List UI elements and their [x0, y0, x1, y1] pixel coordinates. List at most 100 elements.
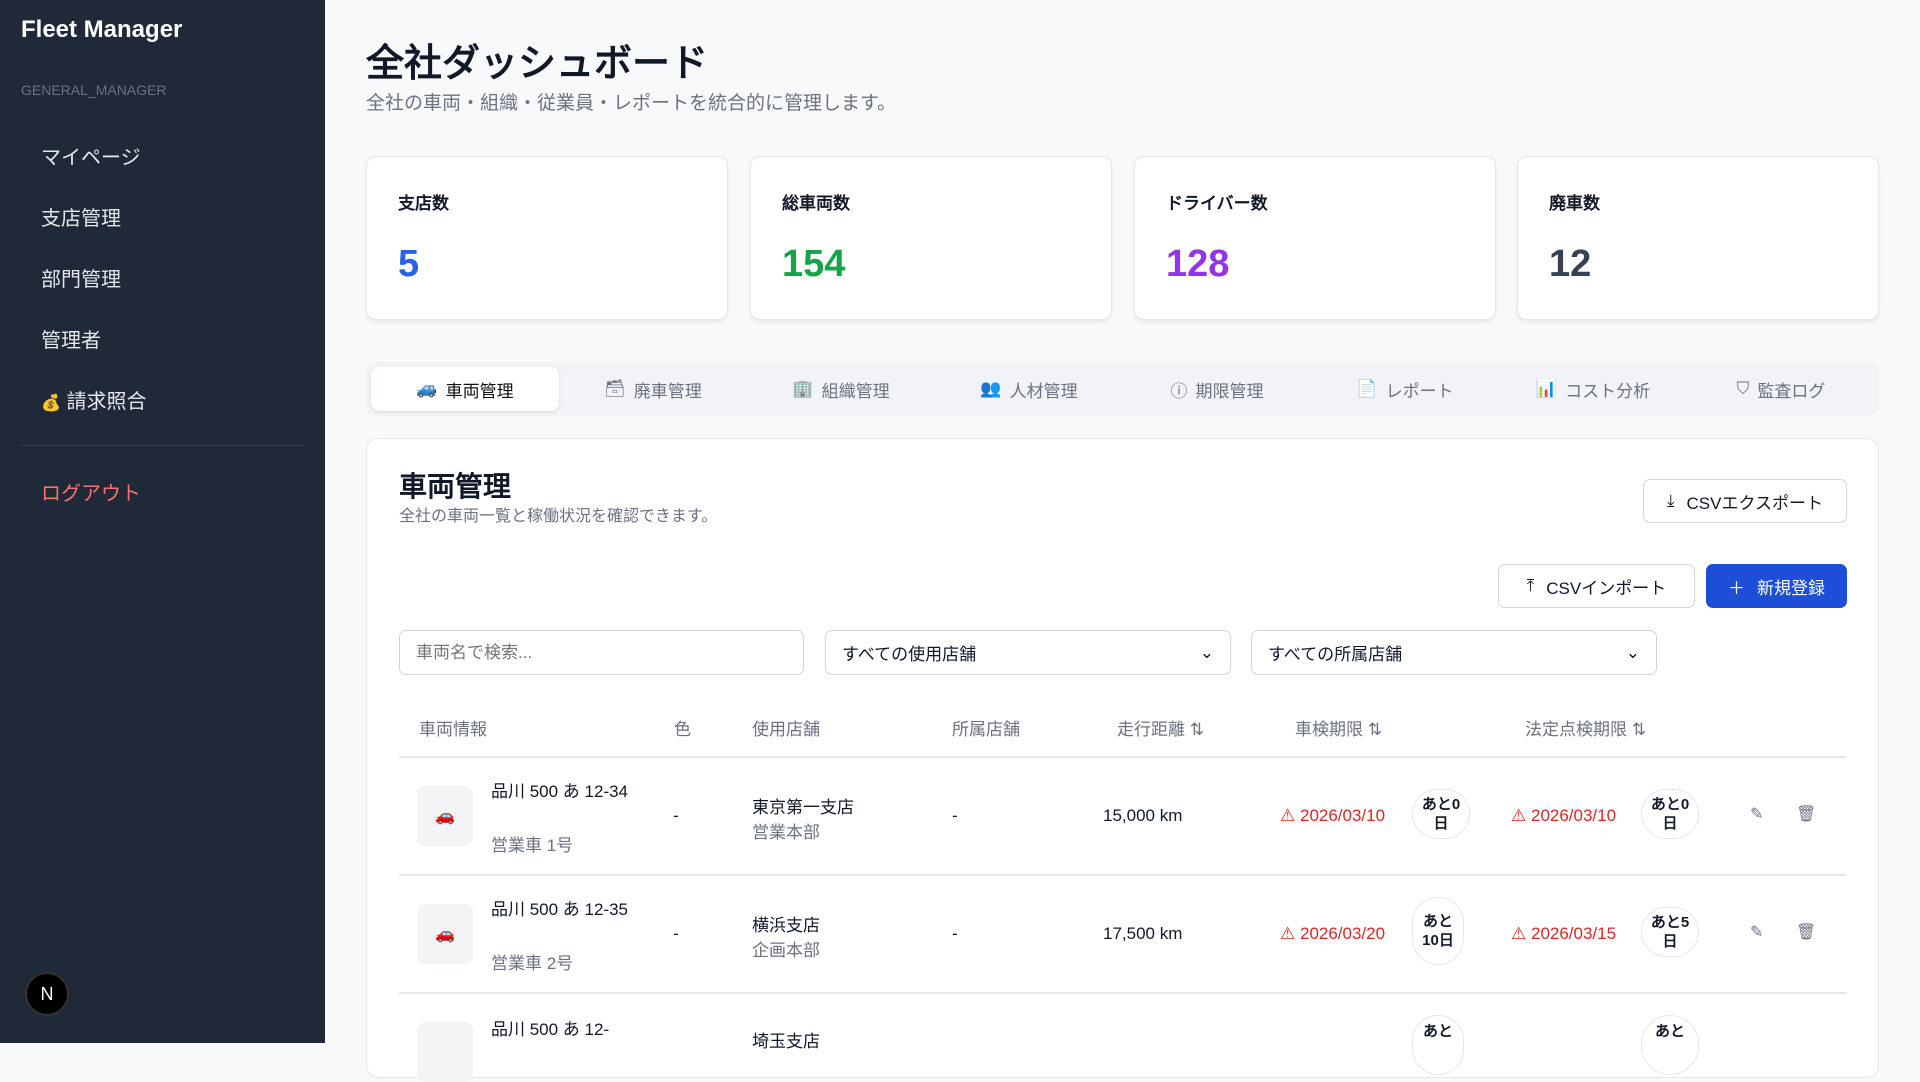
own-store-select[interactable]: すべての所属店舗 ⌄ — [1251, 630, 1657, 675]
stat-value: 154 — [782, 243, 846, 285]
upload-icon: ⤒ — [1526, 576, 1535, 595]
plate-number: 品川 500 あ 12-34 — [491, 782, 629, 801]
sidebar-item-billing[interactable]: 💰 請求照合 — [41, 385, 146, 414]
tab-label: 廃車管理 — [633, 381, 702, 401]
tab-label: レポート — [1385, 381, 1454, 401]
col-color: 色 — [674, 720, 691, 739]
search-input[interactable] — [416, 642, 787, 663]
edit-icon[interactable]: ✎ — [1750, 924, 1764, 941]
days-left-badge: あと — [1412, 1015, 1464, 1075]
col-use-store: 使用店舗 — [752, 720, 820, 739]
tab-organization[interactable]: 🏢 組織管理 — [747, 367, 935, 411]
vehicle-name: 営業車 1号 — [491, 836, 574, 855]
tab-label: 車両管理 — [445, 381, 514, 401]
chevron-down-icon: ⌄ — [1199, 642, 1214, 662]
tab-scrap[interactable]: 🗃 廃車管理 — [559, 367, 747, 411]
col-own-store: 所属店舗 — [952, 720, 1020, 739]
tab-vehicles[interactable]: 🚙 車両管理 — [371, 367, 559, 411]
button-label: CSVエクスポート — [1686, 493, 1823, 513]
date-text: 2026/03/10 — [1299, 806, 1386, 825]
use-store: 横浜支店 — [752, 916, 820, 935]
use-store-select[interactable]: すべての使用店舗 ⌄ — [825, 630, 1231, 675]
sidebar-item-mypage[interactable]: マイページ — [41, 147, 141, 169]
mileage: 15,000 km — [1103, 806, 1183, 825]
sidebar-divider — [21, 445, 305, 446]
stat-card-vehicles: 総車両数 154 — [750, 156, 1112, 320]
tab-cost[interactable]: 📊 コスト分析 — [1499, 367, 1687, 411]
days-left-badge: あと10日 — [1412, 897, 1464, 965]
sidebar: Fleet Manager GENERAL_MANAGER マイページ 支店管理… — [0, 0, 325, 1043]
tab-label: 組織管理 — [821, 381, 890, 401]
trash-icon[interactable]: 🗑 — [1796, 924, 1817, 941]
panel-title: 車両管理 — [399, 471, 512, 502]
vehicle-color: - — [673, 806, 679, 825]
user-role: GENERAL_MANAGER — [21, 82, 167, 98]
chevron-down-icon: ⌄ — [1625, 642, 1640, 662]
sidebar-item-label: 請求照合 — [66, 391, 147, 413]
days-left-badge: あと — [1641, 1015, 1699, 1075]
days-left-badge: あと0日 — [1641, 789, 1699, 839]
car-icon: 🚗 — [417, 786, 473, 846]
csv-import-button[interactable]: ⤒ CSVインポート — [1498, 564, 1695, 608]
col-mileage-sort[interactable]: 走行距離 ⇅ — [1117, 720, 1204, 739]
mileage: 17,500 km — [1103, 924, 1183, 943]
divider — [399, 874, 1847, 876]
tab-people[interactable]: 👥 人材管理 — [935, 367, 1123, 411]
select-value: すべての所属店舗 — [1268, 645, 1403, 664]
inspection-date: ⚠ 2026/03/10 — [1280, 806, 1385, 826]
own-store: - — [952, 924, 958, 943]
warning-icon: ⚠ — [1280, 924, 1296, 943]
stat-value: 128 — [1166, 243, 1230, 285]
avatar[interactable]: N — [25, 972, 69, 1016]
new-vehicle-button[interactable]: ＋ 新規登録 — [1706, 564, 1847, 608]
date-text: 2026/03/15 — [1530, 924, 1617, 943]
stat-card-scrapped: 廃車数 12 — [1517, 156, 1879, 320]
document-icon: 📄 — [1356, 379, 1378, 398]
use-store: 埼玉支店 — [752, 1032, 820, 1051]
stat-card-branches: 支店数 5 — [366, 156, 728, 320]
tab-audit[interactable]: ⛉ 監査ログ — [1687, 367, 1875, 411]
stat-label: 支店数 — [398, 194, 449, 213]
download-icon: ⤓ — [1667, 491, 1675, 510]
tab-deadlines[interactable]: ⓘ 期限管理 — [1123, 367, 1311, 411]
sidebar-item-admins[interactable]: 管理者 — [41, 330, 101, 352]
car-icon — [417, 1022, 473, 1082]
inspection-date: ⚠ 2026/03/20 — [1280, 924, 1385, 944]
tab-reports[interactable]: 📄 レポート — [1311, 367, 1499, 411]
csv-export-button[interactable]: ⤓ CSVエクスポート — [1643, 479, 1847, 523]
use-dept: 企画本部 — [752, 941, 820, 960]
panel-subtitle: 全社の車両一覧と稼働状況を確認できます。 — [399, 508, 718, 525]
plate-number: 品川 500 あ 12- — [491, 1020, 610, 1039]
tab-label: コスト分析 — [1565, 381, 1651, 401]
car-icon: 🚗 — [417, 904, 473, 964]
stat-label: 総車両数 — [782, 194, 850, 213]
shield-icon: ⛉ — [1736, 379, 1750, 398]
sidebar-item-departments[interactable]: 部門管理 — [41, 269, 121, 291]
page-title: 全社ダッシュボード — [366, 43, 709, 85]
bar-chart-icon: 📊 — [1535, 379, 1558, 398]
vehicle-name: 営業車 2号 — [491, 954, 574, 973]
button-label: 新規登録 — [1757, 578, 1825, 598]
warning-icon: ⚠ — [1280, 806, 1296, 825]
tab-label: 監査ログ — [1757, 381, 1826, 401]
edit-icon[interactable]: ✎ — [1750, 806, 1764, 823]
use-dept: 営業本部 — [752, 823, 820, 842]
vehicle-color: - — [673, 924, 679, 943]
trash-icon[interactable]: 🗑 — [1796, 806, 1817, 823]
stat-label: 廃車数 — [1549, 194, 1600, 213]
stat-value: 5 — [398, 243, 420, 285]
days-left-badge: あと5日 — [1641, 907, 1699, 957]
warning-icon: ⚠ — [1511, 806, 1527, 825]
page-subtitle: 全社の車両・組織・従業員・レポートを統合的に管理します。 — [366, 93, 897, 114]
col-inspection-sort[interactable]: 車検期限 ⇅ — [1295, 720, 1382, 739]
stat-value: 12 — [1549, 243, 1592, 285]
col-legal-sort[interactable]: 法定点検期限 ⇅ — [1525, 720, 1646, 739]
sidebar-item-branches[interactable]: 支店管理 — [41, 208, 121, 230]
stat-label: ドライバー数 — [1166, 194, 1268, 213]
plate-number: 品川 500 あ 12-35 — [491, 900, 629, 919]
legal-date: ⚠ 2026/03/15 — [1511, 924, 1616, 944]
money-bag-icon: 💰 — [41, 395, 61, 412]
divider — [399, 992, 1847, 994]
logout-button[interactable]: ログアウト — [41, 483, 141, 505]
tab-bar: 🚙 車両管理 🗃 廃車管理 🏢 組織管理 👥 人材管理 ⓘ 期限管理 📄 レポート 📊 コスト… — [366, 362, 1879, 416]
